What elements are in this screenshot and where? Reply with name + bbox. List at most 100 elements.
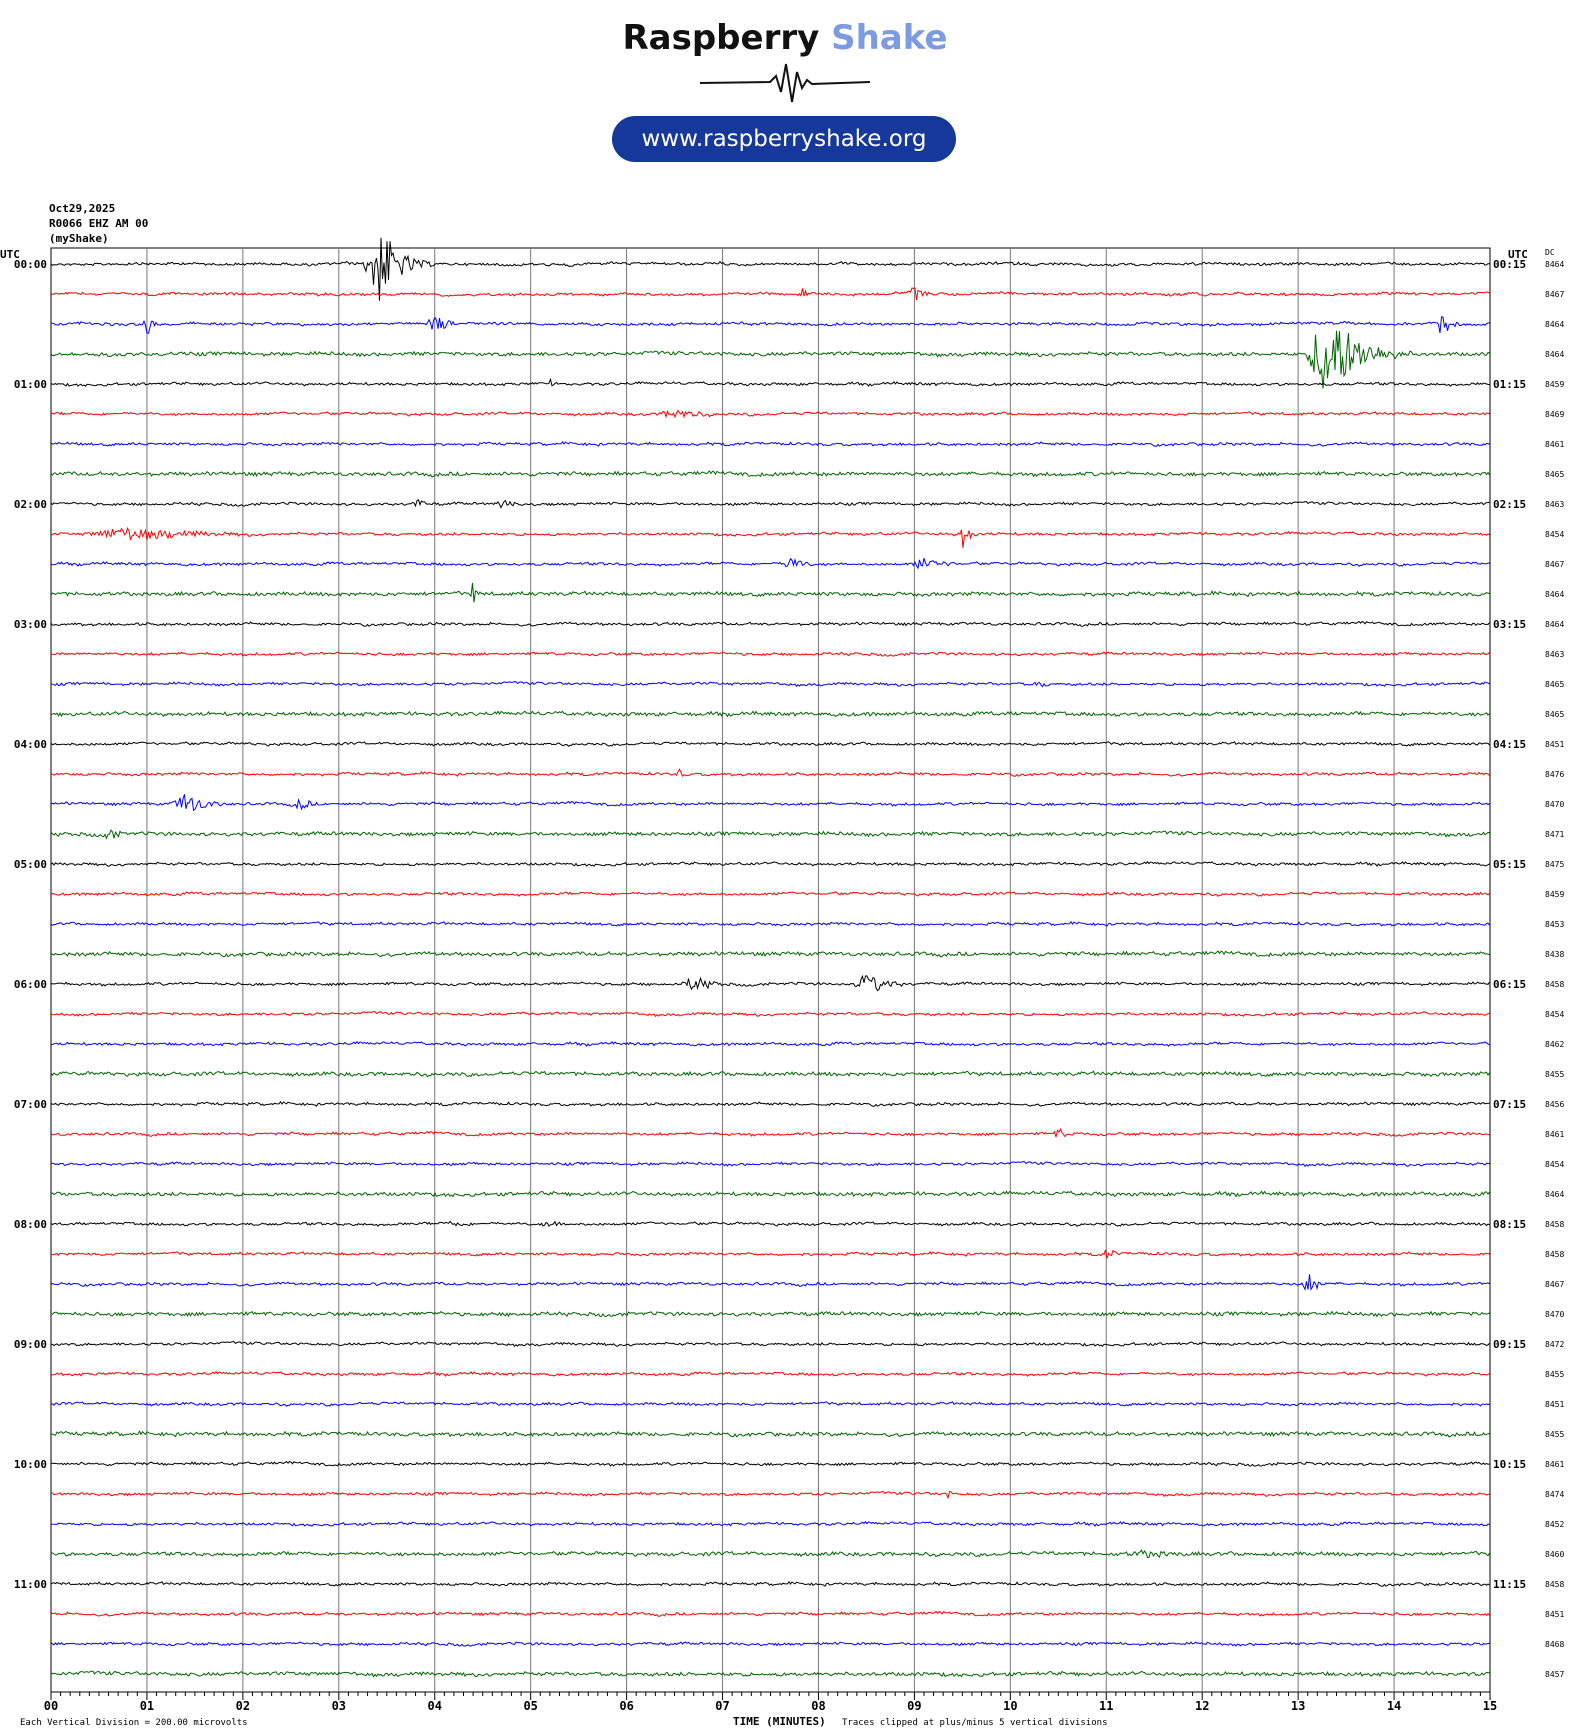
right-time-label: 08:15 (1493, 1218, 1526, 1231)
left-time-label: 04:00 (14, 738, 47, 751)
trace-row (50, 860, 1490, 867)
trace-row (50, 1161, 1490, 1168)
trace-row (50, 1549, 1490, 1558)
x-tick-label: 06 (619, 1699, 633, 1713)
trace-layer (50, 237, 1490, 1678)
trace-row (50, 1190, 1490, 1198)
label-layer: 00 01 02 03 04 05 06 07 08 09 10 11 12 13 14 15 UTC UTC DC… (0, 248, 1564, 1728)
trace-row (50, 330, 1490, 389)
trace-row (50, 710, 1490, 718)
dc-value-label: 8458 (1545, 1580, 1564, 1589)
dc-value-label: 8454 (1545, 530, 1564, 539)
dc-value-label: 8460 (1545, 1550, 1564, 1559)
x-tick-label: 11 (1099, 1699, 1113, 1713)
trace-row (50, 920, 1490, 927)
dc-value-label: 8451 (1545, 1400, 1564, 1409)
left-time-label: 05:00 (14, 858, 47, 871)
right-time-label: 05:15 (1493, 858, 1526, 871)
trace-row (50, 237, 1490, 301)
trace-row (50, 974, 1490, 992)
website-url-link[interactable]: www.raspberryshake.org (612, 116, 956, 162)
trace-row (50, 651, 1490, 657)
right-time-label: 10:15 (1493, 1458, 1526, 1471)
logo-seismogram-icon (700, 63, 870, 103)
trace-row (50, 287, 1490, 300)
x-tick-label: 02 (236, 1699, 250, 1713)
left-time-label: 07:00 (14, 1098, 47, 1111)
left-time-label: 00:00 (14, 258, 47, 271)
trace-row (50, 1641, 1490, 1647)
trace-row (50, 1011, 1490, 1018)
right-time-label: 07:15 (1493, 1098, 1526, 1111)
dc-value-label: 8468 (1545, 1640, 1564, 1649)
dc-value-label: 8463 (1545, 500, 1564, 509)
dc-value-label: 8470 (1545, 800, 1564, 809)
x-tick-label: 15 (1483, 1699, 1497, 1713)
trace-row (50, 1100, 1490, 1107)
trace-row (50, 409, 1490, 419)
x-tick-label: 05 (523, 1699, 537, 1713)
trace-row (50, 316, 1490, 334)
x-tick-label: 09 (907, 1699, 921, 1713)
dc-value-label: 8470 (1545, 1310, 1564, 1319)
dc-value-label: 8461 (1545, 440, 1564, 449)
trace-row (50, 891, 1490, 897)
dc-value-label: 8464 (1545, 1190, 1564, 1199)
left-axis-label: UTC (0, 248, 20, 261)
dc-value-label: 8467 (1545, 560, 1564, 569)
trace-row (50, 1341, 1490, 1348)
trace-row (50, 557, 1490, 570)
trace-row (50, 1249, 1490, 1259)
trace-row (50, 794, 1490, 812)
dc-value-label: 8467 (1545, 1280, 1564, 1289)
dc-value-label: 8467 (1545, 290, 1564, 299)
right-time-label: 09:15 (1493, 1338, 1526, 1351)
x-tick-label: 12 (1195, 1699, 1209, 1713)
dc-value-label: 8454 (1545, 1010, 1564, 1019)
x-tick-label: 13 (1291, 1699, 1305, 1713)
trace-row (50, 1127, 1490, 1138)
x-tick-label: 07 (715, 1699, 729, 1713)
dc-value-label: 8464 (1545, 260, 1564, 269)
grid-layer (50, 247, 1491, 1700)
dc-value-label: 8464 (1545, 590, 1564, 599)
right-axis-label: UTC (1508, 248, 1528, 261)
trace-row (51, 1460, 1490, 1467)
left-time-label: 03:00 (14, 618, 47, 631)
dc-label: DC (1545, 248, 1555, 257)
station-label: R0066 EHZ AM 00 (49, 217, 149, 230)
dc-value-label: 8459 (1545, 380, 1564, 389)
trace-row (50, 1490, 1490, 1500)
dc-value-label: 8476 (1545, 770, 1564, 779)
right-time-label: 04:15 (1493, 738, 1526, 751)
dc-value-label: 8458 (1545, 980, 1564, 989)
dc-value-label: 8438 (1545, 950, 1564, 959)
date-label: Oct29,2025 (49, 202, 116, 215)
dc-value-label: 8455 (1545, 1070, 1564, 1079)
dc-value-label: 8465 (1545, 470, 1564, 479)
left-time-label: 09:00 (14, 1338, 47, 1351)
source-label: (myShake) (49, 232, 109, 245)
dc-value-label: 8452 (1545, 1520, 1564, 1529)
x-tick-label: 01 (140, 1699, 154, 1713)
logo-word-shake: Shake (831, 18, 948, 58)
dc-value-label: 8454 (1545, 1160, 1564, 1169)
dc-value-label: 8457 (1545, 1670, 1564, 1679)
right-time-label: 00:15 (1493, 258, 1526, 271)
x-tick-label: 03 (332, 1699, 346, 1713)
x-tick-label: 00 (44, 1699, 58, 1713)
trace-row (50, 768, 1490, 777)
dc-value-label: 8458 (1545, 1250, 1564, 1259)
trace-row (50, 1274, 1490, 1291)
x-axis-title: TIME (MINUTES) (733, 1715, 826, 1728)
dc-value-label: 8465 (1545, 710, 1564, 719)
trace-row (50, 1610, 1490, 1617)
trace-row (50, 377, 1490, 387)
right-time-label: 11:15 (1493, 1578, 1526, 1591)
left-time-label: 06:00 (14, 978, 47, 991)
dc-value-label: 8462 (1545, 1040, 1564, 1049)
dc-value-label: 8455 (1545, 1430, 1564, 1439)
trace-row (50, 1580, 1490, 1587)
trace-row (50, 1370, 1490, 1377)
